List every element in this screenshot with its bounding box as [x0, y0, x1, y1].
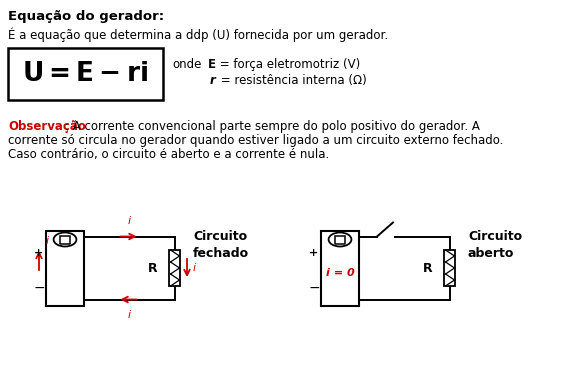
Bar [335, 236, 345, 243]
Bar [46, 230, 84, 305]
Text: −: − [308, 281, 320, 295]
Text: E: E [208, 58, 216, 71]
Bar [321, 230, 359, 305]
Ellipse shape [54, 233, 76, 247]
Text: i = 0: i = 0 [325, 268, 355, 278]
Text: Circuito
aberto: Circuito aberto [468, 230, 522, 260]
Text: +: + [34, 248, 44, 258]
Text: +: + [309, 248, 319, 258]
Bar [169, 250, 181, 286]
Text: É a equação que determina a ddp (U) fornecida por um gerador.: É a equação que determina a ddp (U) forn… [8, 28, 388, 43]
Text: Observação: Observação [8, 120, 86, 133]
Text: corrente só circula no gerador quando estiver ligado a um circuito externo fecha: corrente só circula no gerador quando es… [8, 134, 503, 147]
Text: = força eletromotriz (V): = força eletromotriz (V) [216, 58, 360, 71]
Text: = resistência interna (Ω): = resistência interna (Ω) [217, 74, 367, 87]
Text: i: i [46, 236, 49, 246]
Bar [444, 250, 456, 286]
Text: −: − [33, 281, 45, 295]
Text: : A corrente convencional parte sempre do polo positivo do gerador. A: : A corrente convencional parte sempre d… [65, 120, 480, 133]
Text: i: i [193, 263, 196, 273]
Text: Equação do gerador:: Equação do gerador: [8, 10, 164, 23]
Text: i: i [128, 217, 131, 226]
Text: $\mathbf{U = E - ri}$: $\mathbf{U = E - ri}$ [22, 61, 149, 87]
Text: Circuito
fechado: Circuito fechado [193, 230, 249, 260]
Ellipse shape [329, 233, 351, 247]
Bar [59, 235, 71, 244]
Text: onde: onde [172, 58, 201, 71]
Text: r: r [210, 74, 216, 87]
Bar [8, 48, 163, 100]
Bar [334, 235, 346, 244]
Text: R: R [148, 262, 158, 275]
Bar [60, 236, 70, 243]
Text: i: i [128, 309, 131, 320]
Text: Caso contrário, o circuito é aberto e a corrente é nula.: Caso contrário, o circuito é aberto e a … [8, 148, 329, 161]
Text: R: R [423, 262, 433, 275]
